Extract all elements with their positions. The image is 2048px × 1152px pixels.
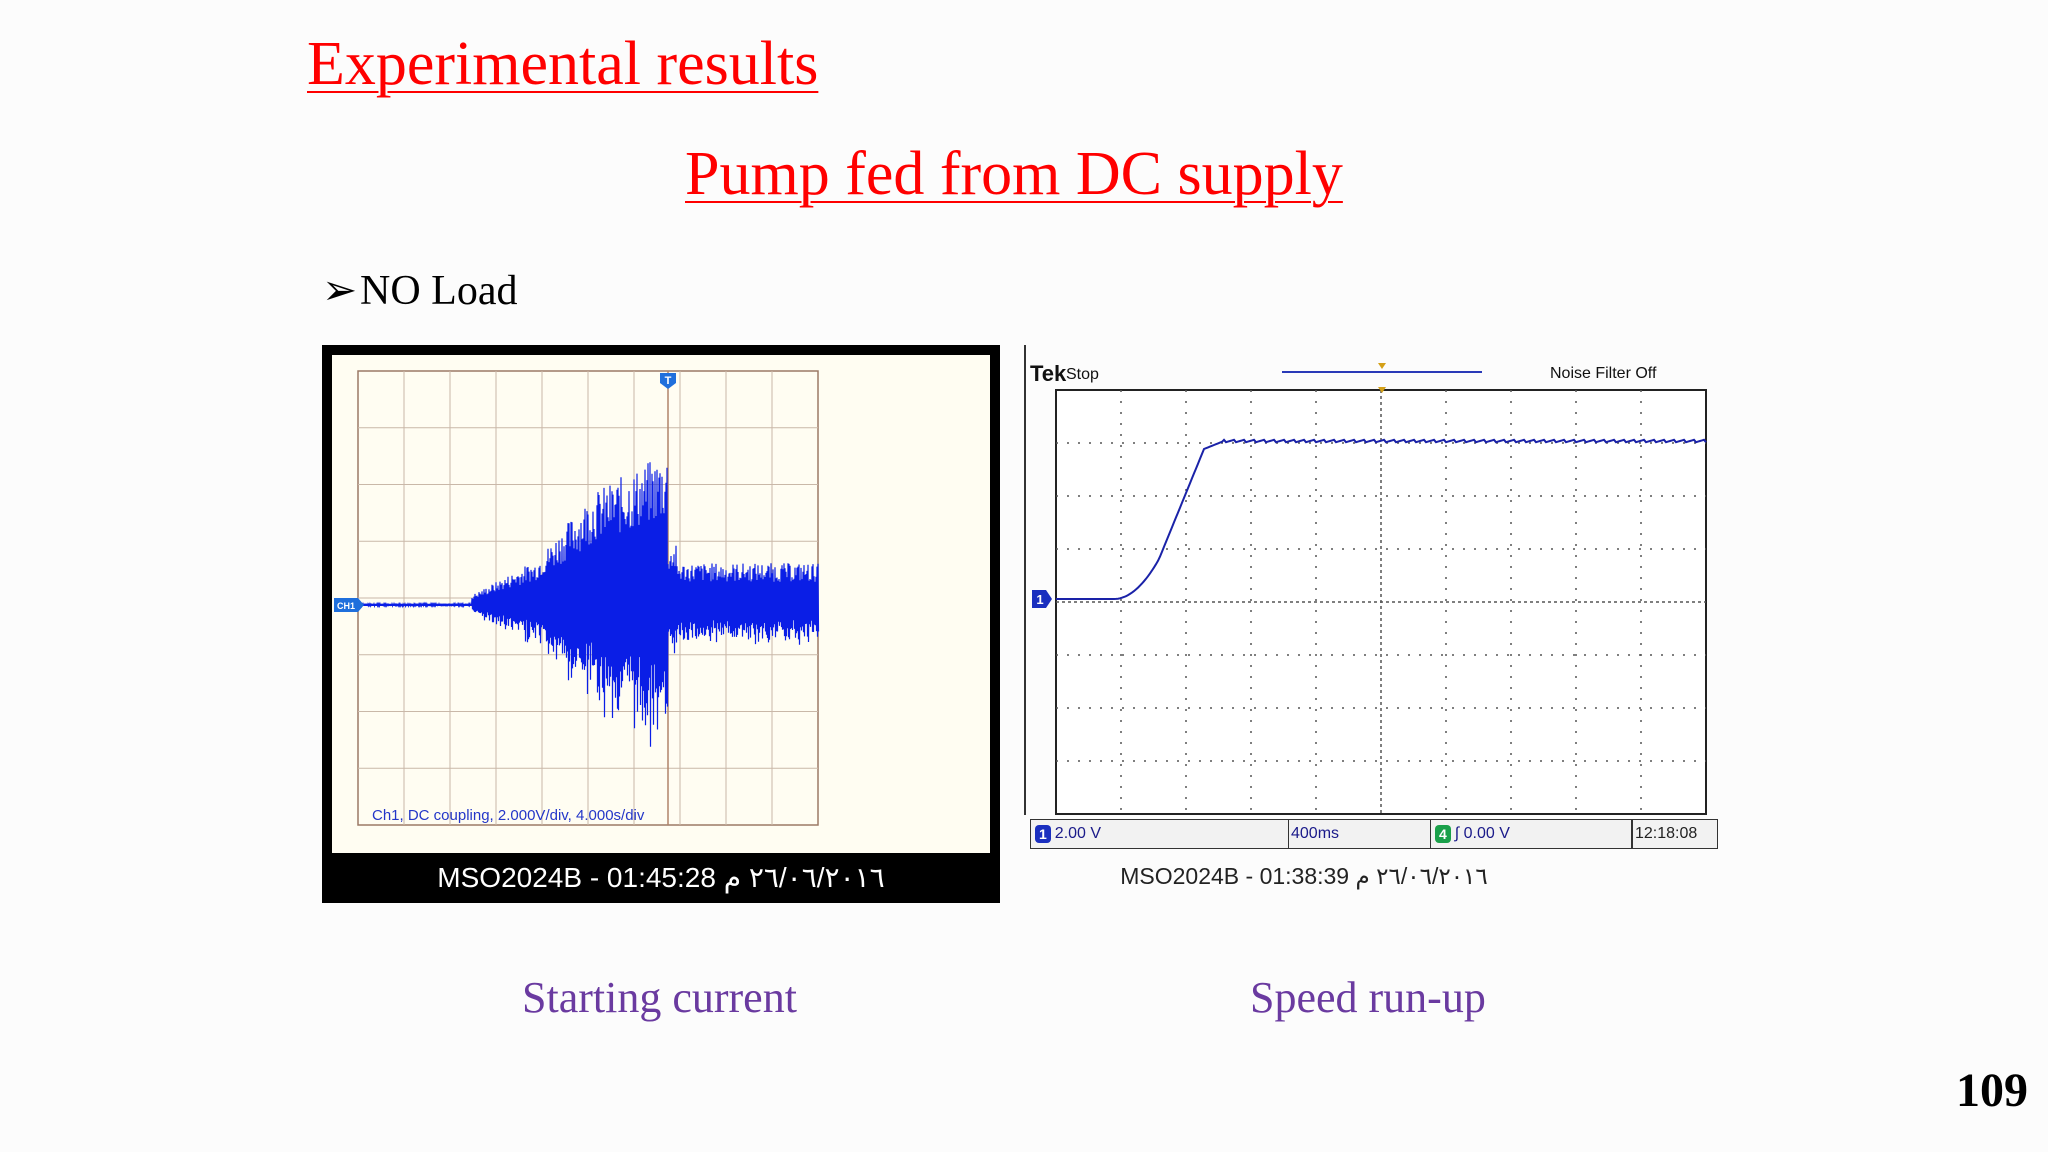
timebase-readout: 400ms <box>1288 819 1432 849</box>
trigger-level: ∫ 0.00 V <box>1454 825 1510 842</box>
timebase: 400ms <box>1291 825 1340 842</box>
tek-brand: Tek <box>1030 361 1067 386</box>
bullet-arrow-icon: ➢ <box>322 268 358 314</box>
slide-subtitle: Pump fed from DC supply <box>685 140 1343 208</box>
scope-right-plot: 1 <box>1024 345 1707 815</box>
ch1-ground-marker: 1 <box>1032 590 1052 608</box>
starting-current-trace <box>357 462 820 747</box>
noise-filter-status: Noise Filter Off <box>1550 365 1657 382</box>
scope-left-plot: T CH1 Ch1, DC coupling, 2.000V/div, 4.00… <box>334 370 820 826</box>
starting-current-oscillogram: T CH1 Ch1, DC coupling, 2.000V/div, 4.00… <box>322 345 1000 903</box>
ch1-ground-label: 1 <box>1036 592 1043 607</box>
ch1-badge: 1 <box>1035 824 1051 843</box>
ch1-scale: 2.00 V <box>1054 825 1102 842</box>
scope-left-screen: T CH1 Ch1, DC coupling, 2.000V/div, 4.00… <box>332 355 990 853</box>
trigger-marker-label: T <box>665 375 672 387</box>
slide-title: Experimental results <box>307 30 819 98</box>
page-number: 109 <box>1956 1064 2028 1117</box>
scope-left-settings: Ch1, DC coupling, 2.000V/div, 4.000s/div <box>372 807 645 824</box>
scope-right-grid <box>1056 390 1706 814</box>
trigger-top-icon <box>1378 387 1386 393</box>
ch1-marker-label: CH1 <box>337 601 355 611</box>
trigger-readout: 4 ∫ 0.00 V <box>1430 819 1632 849</box>
speed-runup-oscillogram: Tek Stop 1 Noise Filter Off 1 2.00 V 400m… <box>1024 345 1718 895</box>
trigger-channel-badge: 4 <box>1435 824 1451 843</box>
acquisition-state: Stop <box>1066 366 1099 383</box>
speed-trace <box>1056 438 1707 600</box>
clock: 12:18:08 <box>1635 825 1698 842</box>
trigger-marker: T <box>660 373 676 389</box>
bullet-item: ➢NO Load <box>322 265 517 315</box>
caption-starting-current: Starting current <box>522 973 797 1022</box>
bullet-text: NO Load <box>360 268 518 314</box>
scope-left-footer: MSO2024B - 01:45:28 ٢٦/٠٦/٢٠١٦ م <box>437 862 885 893</box>
clock-readout: 12:18:08 <box>1632 819 1718 849</box>
trigger-position-icon <box>1378 363 1386 369</box>
scope-right-footer: MSO2024B - 01:38:39 ٢٦/٠٦/٢٠١٦ م <box>1120 863 1488 889</box>
caption-speed-runup: Speed run-up <box>1250 973 1486 1022</box>
ch1-scale-readout: 1 2.00 V <box>1030 819 1308 849</box>
ch1-marker: CH1 <box>334 598 364 612</box>
